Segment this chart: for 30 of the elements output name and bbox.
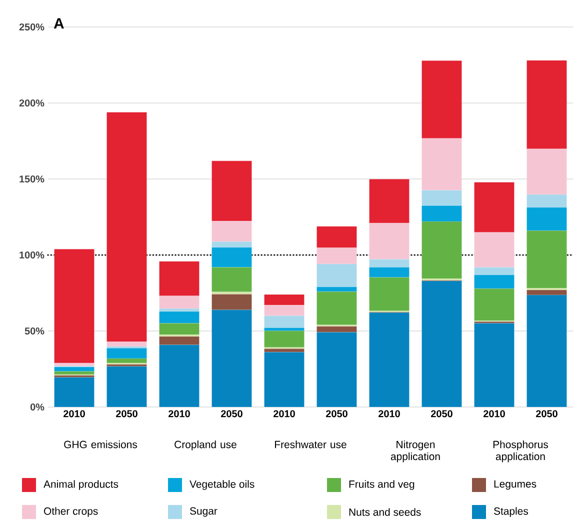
y-tick-label: 250% <box>19 23 44 31</box>
text: Freshwater use <box>275 440 346 448</box>
x-tick-label: 2010 <box>274 410 295 418</box>
chart-title: A <box>54 18 64 28</box>
x-tick-label: 2010 <box>64 410 85 418</box>
y-tick-label: 150% <box>20 175 44 183</box>
x-tick-label: 2050 <box>431 410 452 418</box>
text: Nitrogen application <box>390 440 440 462</box>
x-tick-label: 2050 <box>536 410 558 418</box>
x-tick-label: 2050 <box>326 410 348 418</box>
y-tick-label: 50% <box>24 327 44 335</box>
legend-label: Animal products <box>44 480 118 490</box>
legend-label: Sugar <box>190 507 218 517</box>
legend-label: Other crops <box>44 507 98 517</box>
legend-label: Fruits and veg <box>349 480 414 490</box>
text: Phosphorus application <box>493 440 548 462</box>
x-tick-label: 2010 <box>484 410 505 418</box>
legend-label: Staples <box>494 507 528 517</box>
x-tick-label: 2010 <box>168 410 190 418</box>
text: GHG emissions <box>64 440 138 448</box>
x-tick-label: 2050 <box>116 410 138 418</box>
legend-label: Legumes <box>494 480 536 490</box>
x-tick-label: 2050 <box>221 410 242 418</box>
y-tick-label: 0% <box>30 403 44 411</box>
legend-label: Vegetable oils <box>190 480 254 490</box>
y-tick-label: 100% <box>20 251 44 259</box>
y-tick-label: 200% <box>19 99 44 107</box>
text: Cropland use <box>174 440 236 450</box>
legend-label: Nuts and seeds <box>349 508 421 516</box>
x-tick-label: 2010 <box>378 410 400 418</box>
